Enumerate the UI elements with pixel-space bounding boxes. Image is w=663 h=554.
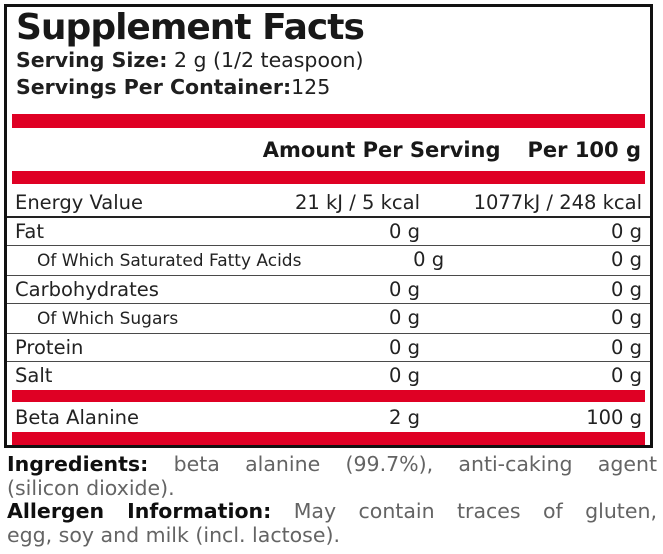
table-row-fat: Fat 0 g 0 g bbox=[7, 218, 650, 246]
table-row-beta-alanine: Beta Alanine 2 g 100 g bbox=[7, 404, 650, 431]
table-row-carbohydrates: Carbohydrates 0 g 0 g bbox=[7, 276, 650, 304]
serving-size-label: Serving Size: bbox=[16, 48, 168, 72]
supplement-facts-panel: Supplement Facts Serving Size: 2 g (1/2 … bbox=[4, 4, 653, 448]
table-row-saturated-fatty-acids: Of Which Saturated Fatty Acids 0 g 0 g bbox=[7, 246, 650, 276]
panel-title: Supplement Facts bbox=[16, 7, 365, 48]
nutrient-per-100g: 1077kJ / 248 kcal bbox=[473, 191, 642, 214]
nutrient-per-100g: 100 g bbox=[586, 406, 642, 429]
nutrient-name: Beta Alanine bbox=[15, 406, 140, 429]
nutrient-name: Of Which Saturated Fatty Acids bbox=[37, 251, 302, 271]
nutrient-per-100g: 0 g bbox=[611, 336, 642, 359]
nutrient-per-100g: 0 g bbox=[611, 364, 642, 387]
table-row-protein: Protein 0 g 0 g bbox=[7, 334, 650, 362]
table-column-headers: Amount Per Serving Per 100 g bbox=[16, 137, 641, 163]
nutrient-per-serving: 0 g bbox=[389, 220, 420, 243]
nutrient-per-serving: 21 kJ / 5 kcal bbox=[294, 191, 420, 214]
ingredients-line-1: Ingredients: beta alanine (99.7%), anti-… bbox=[7, 452, 657, 477]
divider-bar-top bbox=[12, 114, 645, 128]
nutrient-name: Salt bbox=[15, 364, 53, 387]
nutrient-name: Protein bbox=[15, 336, 84, 359]
allergen-label: Allergen Information: bbox=[7, 499, 272, 523]
nutrient-per-serving: 0 g bbox=[389, 306, 420, 329]
ingredients-label: Ingredients: bbox=[7, 452, 149, 476]
divider-bar-active-top bbox=[12, 390, 645, 402]
notes-section: Ingredients: beta alanine (99.7%), anti-… bbox=[7, 452, 657, 547]
nutrient-per-serving: 0 g bbox=[389, 336, 420, 359]
nutrient-per-100g: 0 g bbox=[611, 278, 642, 301]
divider-bar-header bbox=[12, 171, 645, 184]
nutrient-per-serving: 2 g bbox=[389, 406, 420, 429]
nutrient-table: Energy Value 21 kJ / 5 kcal 1077kJ / 248… bbox=[7, 189, 650, 389]
nutrient-per-100g: 0 g bbox=[611, 248, 642, 271]
nutrient-name: Fat bbox=[15, 220, 45, 243]
ingredients-text: beta alanine (99.7%), anti-caking agent bbox=[173, 452, 657, 476]
nutrient-per-serving: 0 g bbox=[413, 248, 445, 271]
nutrient-per-serving: 0 g bbox=[389, 364, 420, 387]
nutrient-name: Of Which Sugars bbox=[37, 309, 179, 329]
nutrient-name: Energy Value bbox=[15, 191, 144, 214]
table-row-energy-value: Energy Value 21 kJ / 5 kcal 1077kJ / 248… bbox=[7, 189, 650, 218]
servings-per-container-value: 125 bbox=[291, 75, 331, 99]
column-header-per-100g: Per 100 g bbox=[527, 138, 641, 162]
serving-size-value: 2 g (1/2 teaspoon) bbox=[173, 48, 364, 72]
servings-per-container-label: Servings Per Container: bbox=[16, 75, 292, 99]
column-header-per-serving: Amount Per Serving bbox=[262, 138, 501, 162]
allergen-line-2: egg, soy and milk (incl. lactose). bbox=[7, 522, 340, 547]
divider-bar-bottom bbox=[12, 432, 645, 445]
allergen-line-1: Allergen Information: May contain traces… bbox=[7, 499, 657, 524]
servings-per-container-line: Servings Per Container:125 bbox=[16, 75, 642, 99]
nutrient-name: Carbohydrates bbox=[15, 278, 159, 301]
table-row-salt: Salt 0 g 0 g bbox=[7, 362, 650, 389]
ingredients-line-2: (silicon dioxide). bbox=[7, 475, 175, 500]
nutrient-per-100g: 0 g bbox=[611, 306, 642, 329]
nutrient-per-serving: 0 g bbox=[389, 278, 420, 301]
serving-size-line: Serving Size: 2 g (1/2 teaspoon) bbox=[16, 48, 642, 72]
table-row-sugars: Of Which Sugars 0 g 0 g bbox=[7, 304, 650, 334]
allergen-text: May contain traces of gluten, bbox=[293, 499, 657, 523]
nutrient-per-100g: 0 g bbox=[611, 220, 642, 243]
